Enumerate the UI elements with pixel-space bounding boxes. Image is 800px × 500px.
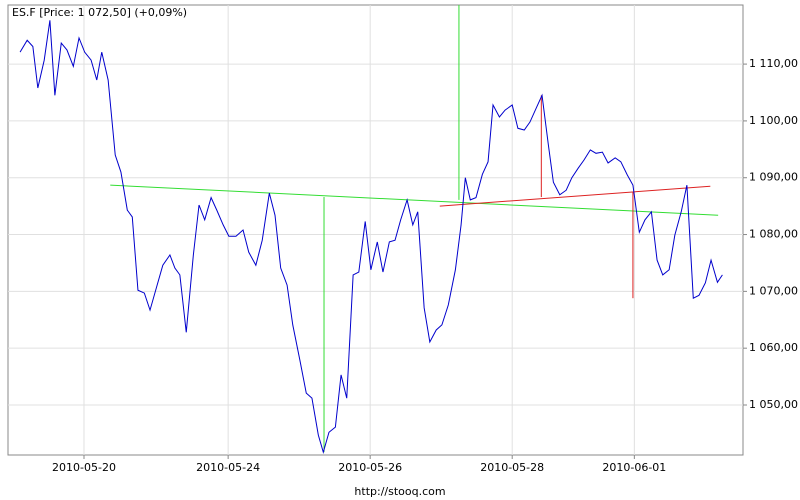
chart-title: ES.F [Price: 1 072,50] (+0,09%) — [12, 6, 187, 19]
y-tick-label: 1 070,00 — [749, 284, 798, 297]
x-tick-label: 2010-05-20 — [52, 461, 116, 474]
x-tick-label: 2010-05-24 — [196, 461, 260, 474]
trend-line — [439, 185, 711, 207]
price-line — [19, 20, 723, 454]
trend-line — [110, 184, 719, 216]
y-tick-label: 1 110,00 — [749, 57, 798, 70]
y-tick-label: 1 080,00 — [749, 228, 798, 241]
x-tick-label: 2010-06-01 — [602, 461, 666, 474]
plot-frame — [7, 4, 744, 456]
y-tick-label: 1 050,00 — [749, 398, 798, 411]
x-tick-label: 2010-05-26 — [338, 461, 402, 474]
source-label: http://stooq.com — [354, 485, 445, 498]
y-tick-label: 1 090,00 — [749, 171, 798, 184]
y-tick-label: 1 060,00 — [749, 341, 798, 354]
x-tick-label: 2010-05-28 — [480, 461, 544, 474]
y-tick-label: 1 100,00 — [749, 114, 798, 127]
